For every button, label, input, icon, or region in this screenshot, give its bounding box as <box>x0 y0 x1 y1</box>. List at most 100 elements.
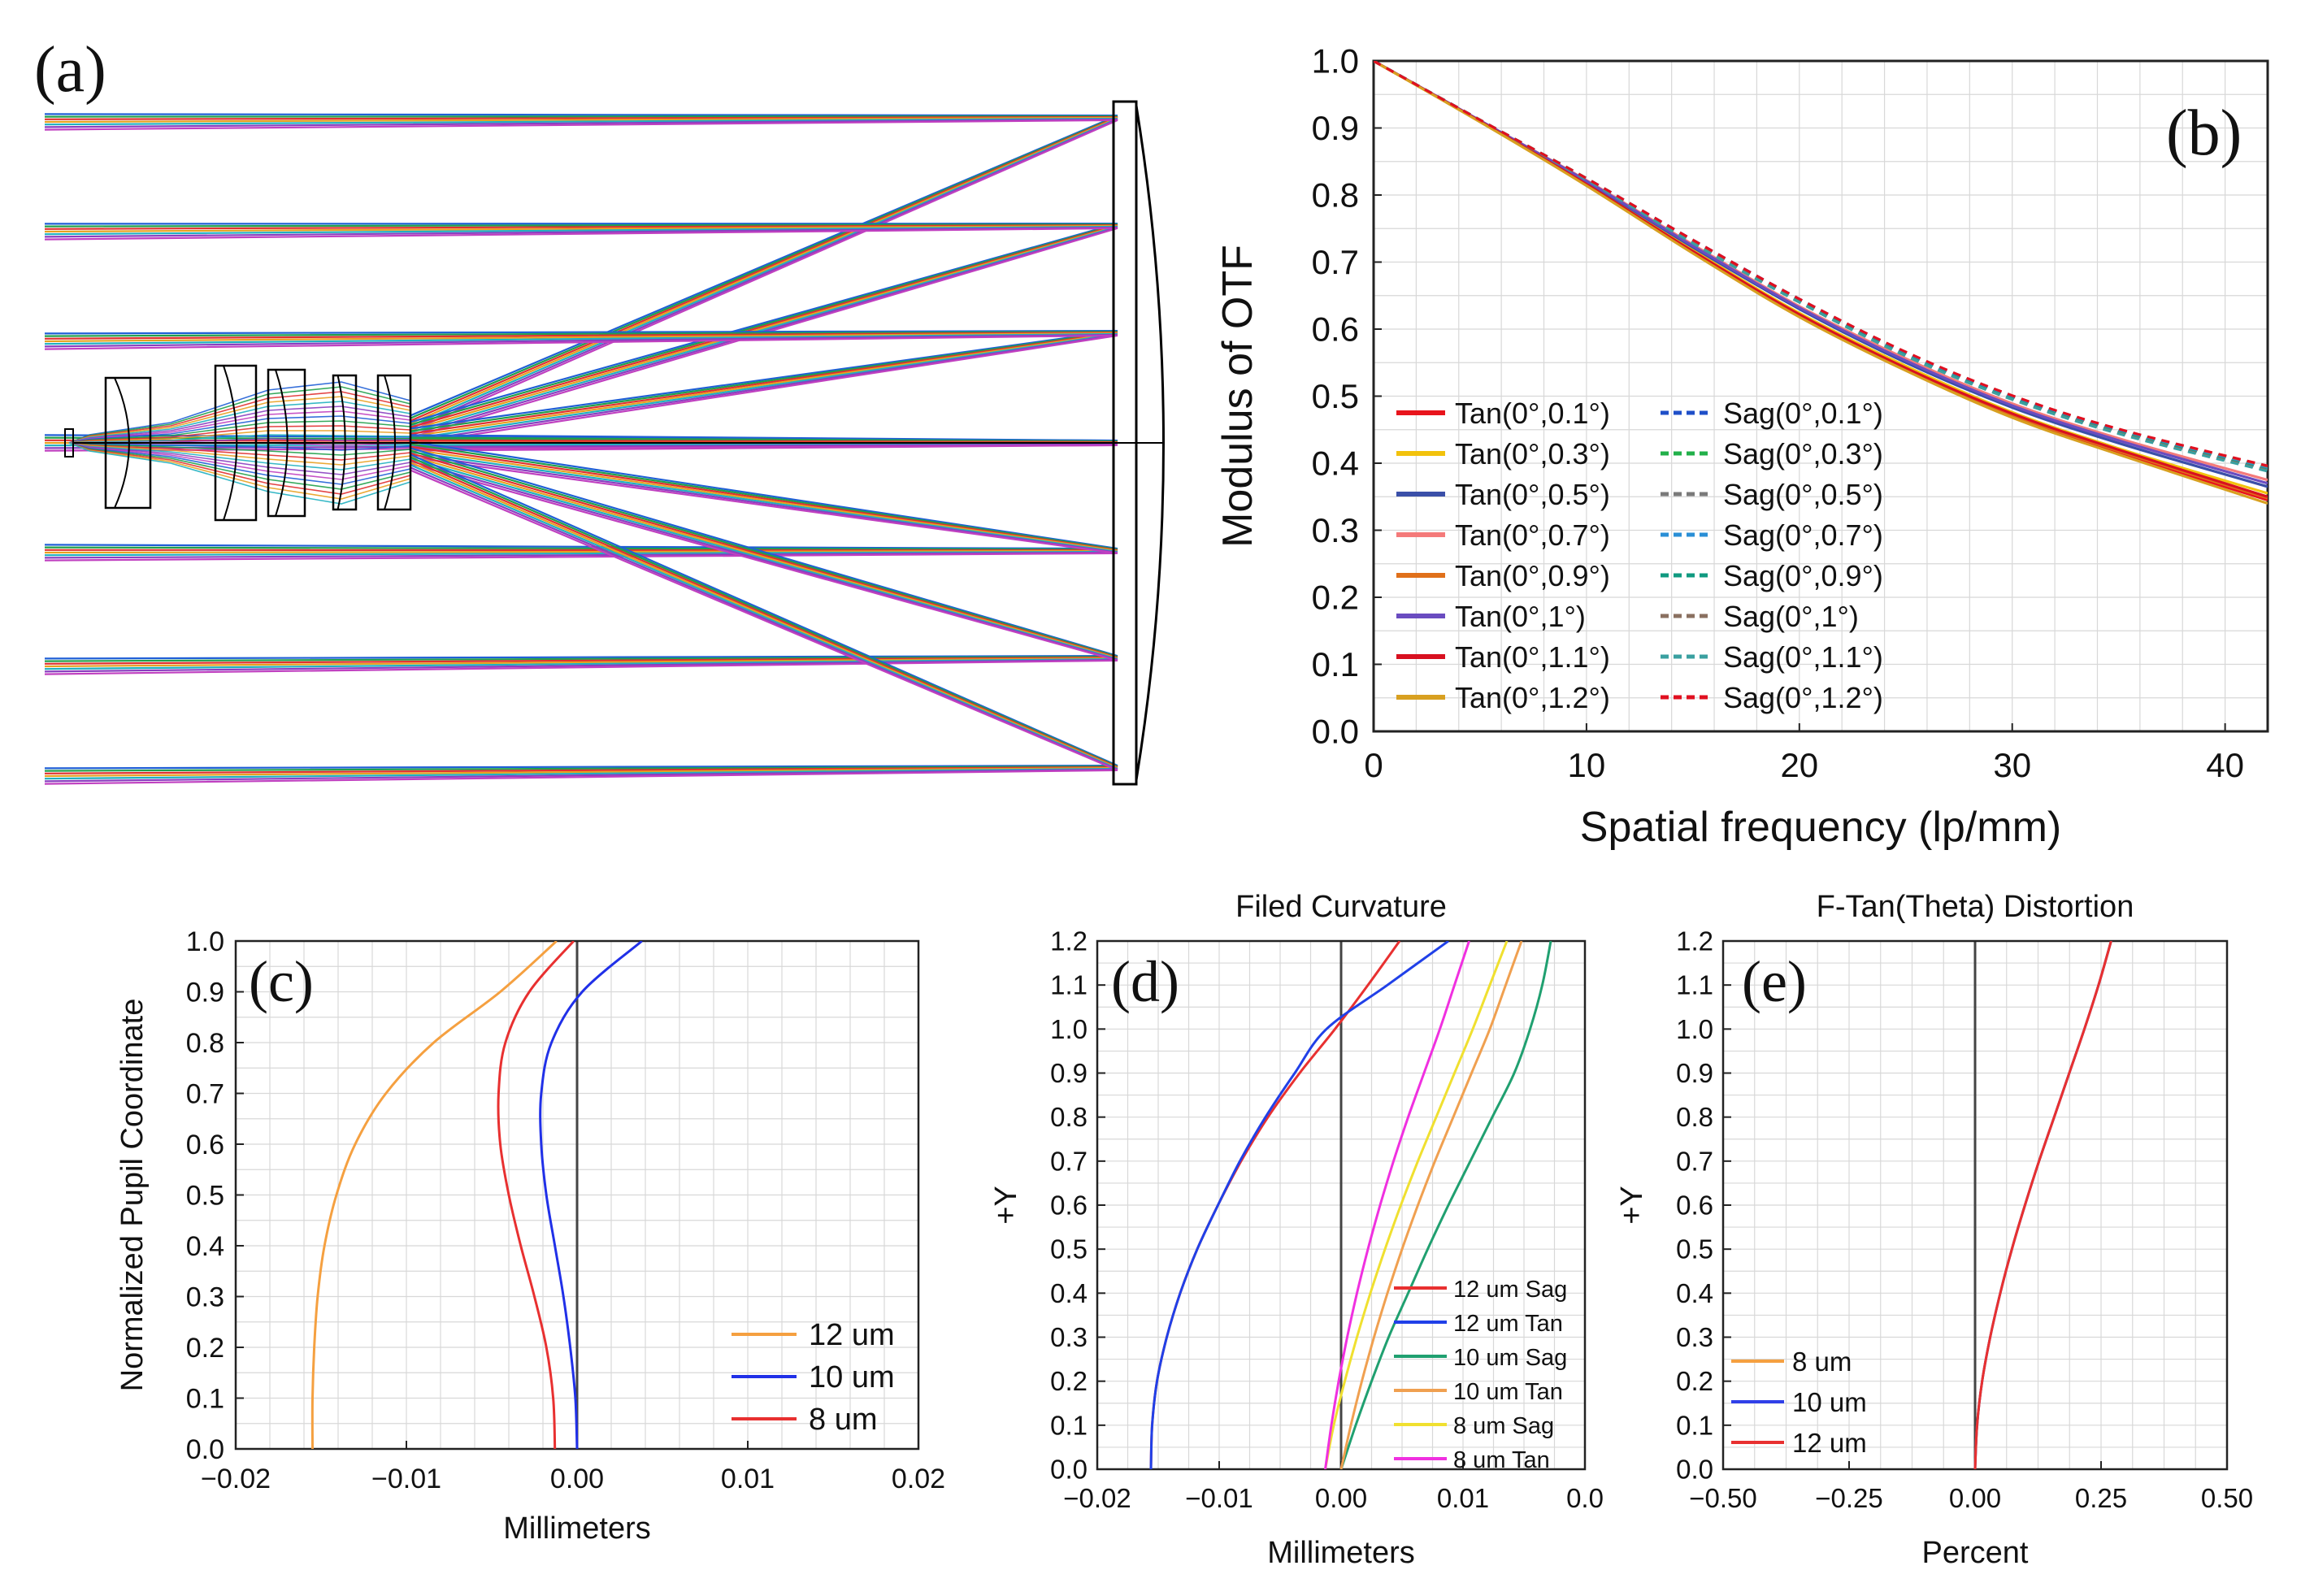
x-tick-label: −0.02 <box>1063 1483 1131 1513</box>
y-tick-label: 0.0 <box>1312 713 1359 751</box>
ray <box>44 118 1118 128</box>
y-tick-label: 0.1 <box>1050 1410 1088 1440</box>
ray <box>410 452 1118 659</box>
legend-label: Sag(0°,1°) <box>1723 600 1859 633</box>
y-tick-label: 0.5 <box>1676 1234 1713 1264</box>
ray <box>410 454 1118 660</box>
series-line-10-um-sag <box>1339 941 1552 1469</box>
ray <box>44 113 1118 117</box>
series-lines <box>1374 61 2268 505</box>
ray <box>410 456 1118 554</box>
y-tick-label: 1.2 <box>1050 926 1088 956</box>
legend: 8 um 10 um 12 um <box>1731 1347 1867 1458</box>
y-tick-label: 1.2 <box>1676 926 1713 956</box>
series-lines <box>1973 941 2112 1469</box>
legend-label: Tan(0°,1°) <box>1455 600 1586 633</box>
x-tick-label: −0.01 <box>371 1464 441 1494</box>
y-tick-label: 0.3 <box>1676 1322 1713 1352</box>
legend-label: Sag(0°,0.3°) <box>1723 437 1883 471</box>
legend-label: 12 um Tan <box>1453 1311 1563 1337</box>
ray <box>410 117 1118 427</box>
series-line-12-um <box>1973 941 2112 1469</box>
y-tick-label: 0.2 <box>1676 1366 1713 1396</box>
ray <box>410 225 1118 434</box>
ray <box>44 331 1118 340</box>
chart-title: Filed Curvature <box>1235 890 1447 924</box>
legend-label: 8 um Tan <box>1453 1447 1550 1473</box>
y-tick-label: 0.0 <box>1050 1455 1088 1485</box>
y-tick-label: 0.9 <box>186 977 224 1008</box>
lens-element <box>376 374 412 511</box>
ray-bundle <box>44 113 1118 432</box>
x-tick-label: −0.02 <box>201 1464 271 1494</box>
y-tick-label: 0.4 <box>1676 1278 1713 1308</box>
ray <box>44 226 1118 238</box>
primary-mirror-plate <box>1112 100 1138 786</box>
y-tick-label: 0.2 <box>1050 1366 1088 1396</box>
ray-bundle <box>44 453 1118 785</box>
ray <box>410 116 1118 422</box>
ray <box>44 546 1118 551</box>
ray <box>410 330 1118 432</box>
y-tick-label: 0.3 <box>1312 511 1359 549</box>
ray <box>410 223 1118 423</box>
ray <box>410 223 1118 428</box>
lens-element <box>104 376 152 510</box>
ray <box>44 657 1118 668</box>
y-tick-label: 0.3 <box>186 1282 224 1312</box>
legend-label: 10 um Tan <box>1453 1379 1563 1405</box>
x-axis-label: Millimeters <box>1267 1536 1415 1570</box>
legend-label: Tan(0°,0.7°) <box>1455 518 1610 552</box>
legend-label: 10 um Sag <box>1453 1345 1567 1371</box>
legend-label: Sag(0°,0.7°) <box>1723 518 1883 552</box>
ray <box>410 462 1118 661</box>
tick-labels: 0.0 0.1 0.2 0.3 0.4 0.5 0.6 0.7 0.8 0.9 1.0 1.1 1.2 −… <box>1676 926 2253 1513</box>
legend-label: Sag(0°,1.2°) <box>1723 681 1883 714</box>
series-line-8-um <box>497 941 575 1449</box>
ray <box>410 115 1118 417</box>
series-line-tan-0-1-1- <box>1374 61 2268 498</box>
tick-labels: 0.0 0.1 0.2 0.3 0.4 0.5 0.6 0.7 0.8 0.9 1.0 1.1 1.2 −… <box>1050 926 1604 1513</box>
y-tick-label: 0.8 <box>186 1028 224 1059</box>
y-tick-label: 0.7 <box>1312 243 1359 281</box>
y-tick-label: 0.1 <box>1312 645 1359 683</box>
spherical-aberration-panel: 0.0 0.1 0.2 0.3 0.4 0.5 0.6 0.7 0.8 0.9 1.0 −0.02 −0… <box>115 926 945 1546</box>
lens-elements <box>64 100 1165 786</box>
ray-bundle <box>44 440 1118 562</box>
y-tick-label: 0.5 <box>1312 377 1359 415</box>
legend-label: 10 um <box>809 1360 895 1394</box>
ray <box>410 434 1118 442</box>
x-axis-label: Millimeters <box>503 1511 651 1546</box>
ray <box>44 549 1118 554</box>
y-tick-label: 1.1 <box>1050 970 1088 1000</box>
ray <box>44 330 1118 337</box>
series-line-tan-0-1-2- <box>1374 61 2268 505</box>
legend-label: Sag(0°,0.1°) <box>1723 397 1883 430</box>
y-tick-label: 0.6 <box>1050 1190 1088 1221</box>
series-line-10-um <box>539 941 643 1449</box>
legend-label: Sag(0°,0.9°) <box>1723 559 1883 592</box>
distortion-panel: 0.0 0.1 0.2 0.3 0.4 0.5 0.6 0.7 0.8 0.9 1.0 1.1 1.2 −… <box>1615 890 2253 1570</box>
x-tick-label: 0.00 <box>550 1464 604 1494</box>
series-line-12-um <box>310 941 558 1449</box>
ray <box>410 332 1118 440</box>
y-tick-label: 0.8 <box>1050 1102 1088 1132</box>
ray <box>44 225 1118 236</box>
series-lines <box>1149 941 1552 1469</box>
ray <box>44 765 1118 772</box>
ray <box>410 464 1118 770</box>
ray <box>44 659 1118 675</box>
spherical-aberration-plot: 0.0 0.1 0.2 0.3 0.4 0.5 0.6 0.7 0.8 0.9 1.0 −0.02 −0… <box>115 926 945 1546</box>
y-tick-label: 0.5 <box>186 1180 224 1211</box>
x-tick-label: 40 <box>2206 746 2244 784</box>
legend-label: Tan(0°,0.3°) <box>1455 437 1610 471</box>
ray <box>410 449 1118 658</box>
ray <box>44 115 1118 120</box>
y-tick-label: 0.7 <box>186 1078 224 1109</box>
detector <box>64 428 74 458</box>
ray <box>44 767 1118 780</box>
y-tick-label: 0.3 <box>1050 1322 1088 1352</box>
ray <box>410 118 1118 430</box>
y-axis-label: Modulus of OTF <box>1214 245 1261 548</box>
panel-label-e: (e) <box>1742 949 1807 1014</box>
